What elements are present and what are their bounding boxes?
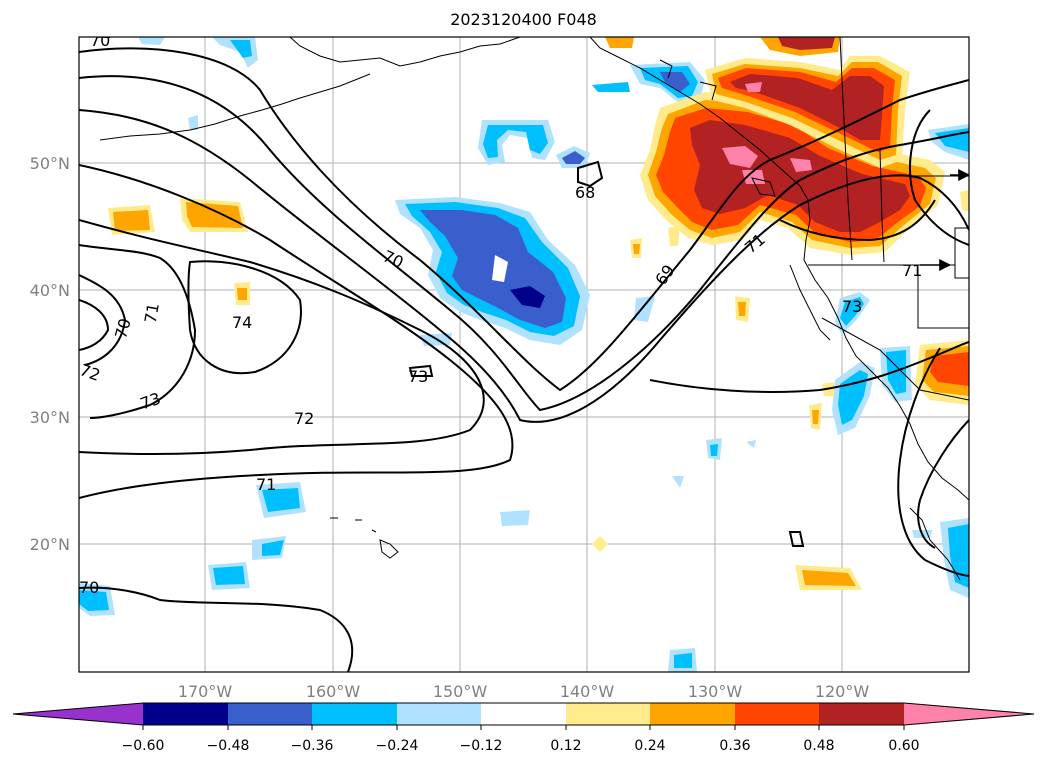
colorbar-segment xyxy=(481,703,566,725)
colorbar-extend-low xyxy=(13,703,143,725)
colorbar-segment xyxy=(735,703,819,725)
map-frame xyxy=(78,36,970,673)
contour-label: 70 xyxy=(111,316,135,341)
lat-label-50n: 50°N xyxy=(30,154,70,173)
lon-label-130w: 130°W xyxy=(688,682,743,701)
contour-label: 73 xyxy=(842,297,862,316)
colorbar-segment xyxy=(819,703,904,725)
colorbar-tick-label: −0.24 xyxy=(376,738,419,754)
contour-label: 72 xyxy=(294,409,314,428)
lat-label-20n: 20°N xyxy=(30,535,70,554)
lon-label-150w: 150°W xyxy=(433,682,488,701)
lon-label-120w: 120°W xyxy=(815,682,870,701)
lon-label-160w: 160°W xyxy=(306,682,361,701)
contour-label: 72 xyxy=(77,360,103,385)
colorbar: −0.60 −0.48 −0.36 −0.24 −0.12 0.12 0.24 … xyxy=(12,702,1035,754)
colorbar-tick-label: −0.12 xyxy=(460,738,503,754)
colorbar-tick-label: −0.60 xyxy=(122,738,165,754)
contour-label: 71 xyxy=(902,261,922,280)
colorbar-segment xyxy=(566,703,650,725)
lon-label-170w: 170°W xyxy=(178,682,233,701)
colorbar-tick-label: 0.36 xyxy=(719,738,750,754)
contour-label: 71 xyxy=(141,301,163,324)
latitude-labels: 50°N 40°N 30°N 20°N xyxy=(30,154,70,554)
lat-label-40n: 40°N xyxy=(30,281,70,300)
contour-label: 73 xyxy=(408,367,428,386)
lat-label-30n: 30°N xyxy=(30,408,70,427)
contour-label: 70 xyxy=(79,578,99,597)
contour-label: 71 xyxy=(256,475,276,494)
colorbar-tick-label: 0.60 xyxy=(888,738,919,754)
height-contours xyxy=(79,37,969,672)
map-title: 2023120400 F048 xyxy=(450,10,597,29)
colorbar-tick-label: −0.48 xyxy=(207,738,250,754)
colorbar-tick-label: 0.24 xyxy=(634,738,665,754)
colorbar-segment xyxy=(143,703,228,725)
positive-anomaly-fill xyxy=(108,37,969,590)
lon-label-140w: 140°W xyxy=(560,682,615,701)
colorbar-segment xyxy=(228,703,312,725)
contour-label: 74 xyxy=(232,313,252,332)
colorbar-tick-label: 0.12 xyxy=(550,738,581,754)
negative-anomaly-fill xyxy=(79,37,969,672)
map-panel: 70 70 71 72 73 74 70 71 72 73 69 71 68 7… xyxy=(77,31,969,672)
colorbar-segment xyxy=(650,703,735,725)
contour-label: 68 xyxy=(575,183,595,202)
colorbar-tick-label: 0.48 xyxy=(803,738,834,754)
colorbar-segment xyxy=(312,703,397,725)
contour-arrows xyxy=(920,169,969,271)
colorbar-extend-high xyxy=(904,703,1034,725)
colorbar-tick-label: −0.36 xyxy=(291,738,334,754)
colorbar-segment xyxy=(397,703,481,725)
contour-label: 70 xyxy=(90,31,110,50)
longitude-labels: 170°W 160°W 150°W 140°W 130°W 120°W xyxy=(178,682,870,701)
